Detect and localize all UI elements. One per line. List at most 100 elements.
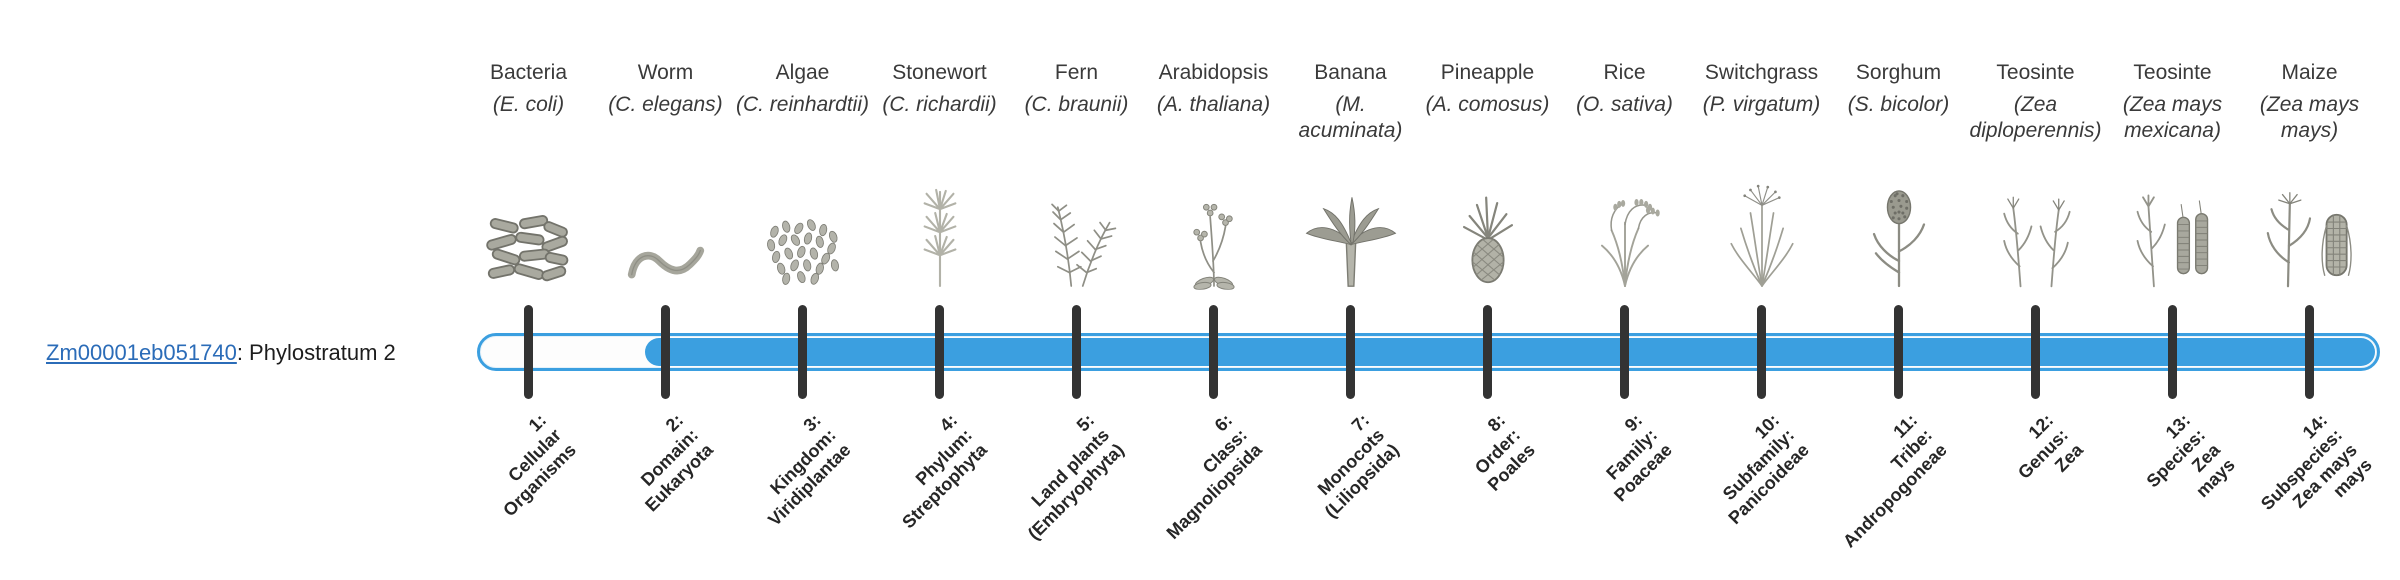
phylostratum-bar-fill — [645, 338, 2375, 366]
phylostratum-tick — [661, 305, 670, 399]
arabidopsis-icon — [1145, 164, 1282, 290]
organism-name: Bacteria — [489, 61, 568, 84]
organism-scientific-name: (M. acuminata) — [1298, 93, 1403, 142]
phylostratum-tick — [1757, 305, 1766, 399]
organism-scientific-name: (Zea mays mays) — [2259, 93, 2360, 142]
organism-column-stonewort: Stonewort (C. richardii) 4: Phylum: Stre… — [871, 0, 1008, 580]
organism-scientific-name: (E. coli) — [492, 93, 565, 116]
pineapple-icon-graphic — [1442, 188, 1534, 290]
gene-link[interactable]: Zm00001eb051740 — [46, 340, 237, 365]
phylostratum-tick — [935, 305, 944, 399]
organism-column-maize: Maize (Zea mays mays) 14: Subspecies: Ze… — [2241, 0, 2378, 580]
maize-icon — [2241, 164, 2378, 290]
organism-name: Stonewort — [892, 61, 987, 84]
fern-icon — [1008, 164, 1145, 290]
organism-column-sorghum: Sorghum (S. bicolor) 11: Tribe: Andropog… — [1830, 0, 1967, 580]
rice-icon-graphic — [1577, 184, 1673, 290]
organism-column-worm: Worm (C. elegans) 2: Domain: Eukaryota — [597, 0, 734, 580]
sorghum-icon — [1830, 164, 1967, 290]
phylostratum-tick — [1072, 305, 1081, 399]
phylostratum-tick — [1894, 305, 1903, 399]
organism-column-arabidopsis: Arabidopsis (A. thaliana) 6: Class: Magn… — [1145, 0, 1282, 580]
teosinte-icon-graphic — [1986, 190, 2086, 290]
organism-scientific-name: (A. comosus) — [1425, 93, 1550, 116]
phylostratum-bar — [477, 333, 2380, 371]
organism-scientific-name: (A. thaliana) — [1156, 93, 1271, 116]
stratum-label: 14: Subspecies: Zea mays mays — [2257, 410, 2377, 514]
organism-scientific-name: (Zea mays mexicana) — [2122, 93, 2223, 142]
organism-scientific-name: (S. bicolor) — [1847, 93, 1950, 116]
stratum-label: 13: Species: Zea mays — [2142, 410, 2240, 502]
fern-icon-graphic — [1029, 184, 1125, 290]
algae-icon-graphic — [761, 218, 845, 290]
stratum-label: 6: Class: Magnoliopsida — [1162, 410, 1266, 543]
stonewort-icon-graphic — [892, 184, 988, 290]
organism-column-algae: Algae (C. reinhardtii) 3: Kingdom: Virid… — [734, 0, 871, 580]
organism-column-teosinte-mexicana: Teosinte (Zea mays mexicana) 13: Species… — [2104, 0, 2241, 580]
worm-icon-graphic — [623, 230, 709, 290]
organism-name: Banana — [1314, 61, 1387, 84]
arabidopsis-icon-graphic — [1166, 184, 1262, 290]
organism-name: Teosinte — [2133, 61, 2212, 84]
stratum-label: 1: Cellular Organisms — [499, 410, 581, 521]
banana-icon-graphic — [1299, 186, 1403, 290]
organism-column-banana: Banana (M. acuminata) 7: Monocots (Lilio… — [1282, 0, 1419, 580]
phylostratum-tick — [798, 305, 807, 399]
maize-icon-graphic — [2255, 189, 2365, 290]
rice-icon — [1556, 164, 1693, 290]
stratum-label: 11: Tribe: Andropogoneae — [1838, 410, 1951, 552]
organism-scientific-name: (P. virgatum) — [1702, 93, 1821, 116]
phylostratum-tick — [1620, 305, 1629, 399]
phylostratum-tick — [2168, 305, 2177, 399]
phylostratum-tick — [2305, 305, 2314, 399]
phylostratum-tick — [1483, 305, 1492, 399]
organism-column-fern: Fern (C. braunii) 5: Land plants (Embryo… — [1008, 0, 1145, 580]
stratum-label: 9: Family: Poaceae — [1602, 410, 1677, 506]
organism-scientific-name: (C. elegans) — [608, 93, 723, 116]
organism-column-bacteria: Bacteria (E. coli) 1: Cellular Organisms — [460, 0, 597, 580]
switchgrass-icon — [1693, 164, 1830, 290]
stratum-label: 10: Subfamily: Panicoideae — [1719, 410, 1814, 529]
phylostratum-tick — [1346, 305, 1355, 399]
organism-scientific-name: (C. braunii) — [1024, 93, 1129, 116]
stratum-label: 5: Land plants (Embryophyta) — [1024, 410, 1129, 544]
organism-column-teosinte-diploperennis: Teosinte (Zea diploperennis) 12: Genus: … — [1967, 0, 2104, 580]
teosinte-mexicana-icon-graphic — [2123, 190, 2223, 290]
worm-icon — [597, 164, 734, 290]
phylostratum-tick — [1209, 305, 1218, 399]
organism-name: Algae — [775, 61, 830, 84]
teosinte-mexicana-icon — [2104, 164, 2241, 290]
organism-scientific-name: (Zea diploperennis) — [1969, 93, 2102, 142]
organism-name: Teosinte — [1996, 61, 2075, 84]
organism-name: Switchgrass — [1704, 61, 1819, 84]
sorghum-icon-graphic — [1851, 184, 1947, 290]
pineapple-icon — [1419, 164, 1556, 290]
organism-column-rice: Rice (O. sativa) 9: Family: Poaceae — [1556, 0, 1693, 580]
organism-scientific-name: (C. richardii) — [882, 93, 997, 116]
stratum-label: 4: Phylum: Streptophyta — [898, 410, 992, 533]
organism-name: Maize — [2281, 61, 2338, 84]
stratum-label: 3: Kingdom: Viridiplantae — [764, 410, 855, 530]
phylostratum-tick — [524, 305, 533, 399]
switchgrass-icon-graphic — [1714, 184, 1810, 290]
organism-name: Pineapple — [1440, 61, 1535, 84]
organism-name: Rice — [1603, 61, 1646, 84]
gene-phylostratum-text: : Phylostratum 2 — [236, 340, 396, 365]
organism-name: Sorghum — [1855, 61, 1942, 84]
bacteria-icon-graphic — [483, 212, 575, 290]
organism-columns: Bacteria (E. coli) 1: Cellular Organisms… — [460, 0, 2378, 580]
algae-icon — [734, 164, 871, 290]
organism-name: Fern — [1054, 61, 1099, 84]
organism-name: Worm — [637, 61, 694, 84]
stratum-label: 8: Order: Poales — [1471, 410, 1540, 495]
organism-scientific-name: (C. reinhardtii) — [735, 93, 870, 116]
banana-icon — [1282, 164, 1419, 290]
stonewort-icon — [871, 164, 1008, 290]
organism-column-switchgrass: Switchgrass (P. virgatum) 10: Subfamily:… — [1693, 0, 1830, 580]
teosinte-icon — [1967, 164, 2104, 290]
organism-scientific-name: (O. sativa) — [1576, 93, 1673, 116]
organism-name: Arabidopsis — [1158, 61, 1269, 84]
bacteria-icon — [460, 164, 597, 290]
stratum-label: 2: Domain: Eukaryota — [637, 410, 718, 516]
